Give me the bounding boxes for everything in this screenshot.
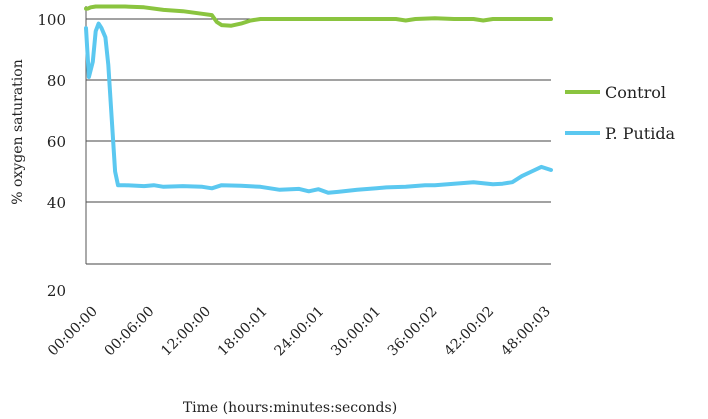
x-tick-label: 00:00:00 (45, 304, 101, 360)
series-line-p-putida (84, 21, 553, 195)
x-tick-label: 24:00:01 (272, 304, 328, 360)
x-tick-label: 48:00:03 (498, 304, 554, 360)
x-tick-labels: 00:00:00 00:06:00 12:00:00 18:00:01 24:0… (45, 304, 554, 360)
x-tick-label: 42:00:02 (441, 304, 497, 360)
legend: Control P. Putida (565, 83, 676, 143)
x-tick-label: 12:00:00 (158, 304, 214, 360)
series-line-control (84, 4, 553, 28)
x-tick-label: 30:00:01 (328, 304, 384, 360)
y-axis-title: % oxygen saturation (10, 59, 26, 204)
series-lines (84, 4, 553, 195)
y-tick-label: 60 (47, 133, 66, 151)
legend-label-p-putida: P. Putida (605, 124, 676, 143)
gridlines (86, 18, 551, 265)
x-tick-label: 00:06:00 (102, 304, 158, 360)
y-tick-label: 20 (47, 282, 66, 300)
y-tick-label: 100 (37, 11, 66, 29)
x-tick-label: 18:00:01 (215, 304, 271, 360)
x-axis-title: Time (hours:minutes:seconds) (183, 400, 397, 416)
y-tick-label: 80 (47, 72, 66, 90)
x-tick-label: 36:00:02 (385, 304, 441, 360)
legend-label-control: Control (605, 83, 666, 102)
y-tick-label: 40 (47, 194, 66, 212)
y-tick-labels: 20 40 60 80 100 (37, 11, 66, 300)
